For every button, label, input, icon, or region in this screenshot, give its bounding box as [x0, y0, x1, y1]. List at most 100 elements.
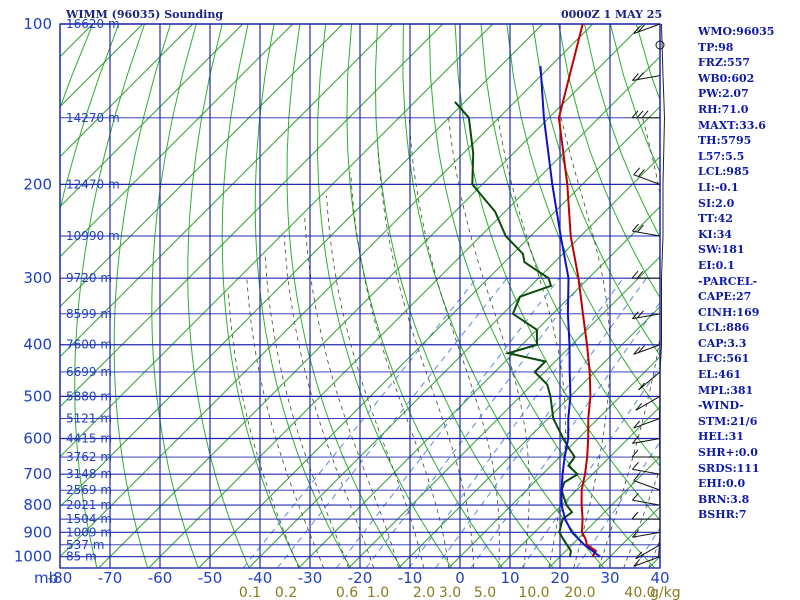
temperature-tick-label: -60: [148, 569, 173, 587]
index-row: SI:2.0: [698, 196, 735, 210]
mixing-ratio-line: [365, 277, 586, 568]
mixing-ratio-lines: [242, 277, 660, 568]
height-label: 3762 m: [66, 450, 112, 464]
wind-barb: [632, 313, 661, 320]
index-row: EI:0.1: [698, 258, 735, 272]
moist-adiabat: [408, 117, 500, 568]
index-row: HEL:31: [698, 430, 744, 444]
dry-adiabat: [558, 24, 660, 299]
pressure-label: 300: [23, 269, 52, 287]
wind-barb-flag: [633, 346, 641, 355]
dry-adiabat: [221, 24, 301, 568]
dry-adiabat: [187, 24, 250, 568]
index-row: RH:71.0: [698, 102, 749, 116]
height-label: 6699 m: [66, 365, 112, 379]
wind-barb-flag: [632, 492, 639, 501]
moist-adiabat: [598, 117, 660, 568]
dry-adiabat: [254, 24, 351, 568]
moist-adiabat: [228, 293, 300, 568]
height-label: 16620 m: [66, 17, 120, 31]
wind-barb: [632, 499, 661, 506]
index-row: FRZ:557: [698, 56, 751, 70]
moist-adiabat: [304, 216, 400, 568]
wind-barb-flag: [631, 511, 639, 520]
height-label: 12470 m: [66, 177, 120, 191]
isotherm: [98, 24, 644, 568]
isotherm: [148, 56, 660, 568]
index-row: MAXT:33.6: [698, 118, 766, 132]
isotherm: [398, 306, 660, 568]
index-row: LFC:561: [698, 352, 750, 366]
height-label: 1504 m: [66, 512, 112, 526]
station-title: WIMM (96035) Sounding: [66, 8, 224, 21]
wind-trace: [658, 23, 666, 557]
wind-barb: [633, 23, 661, 35]
moist-adiabat: [326, 195, 425, 568]
wind-barb: [632, 531, 661, 538]
mixing-ratio-line: [408, 277, 624, 568]
isotherm: [348, 256, 660, 568]
index-row: TP:98: [698, 40, 734, 54]
pressure-label: 400: [23, 336, 52, 354]
isotherm: [60, 24, 494, 458]
mixing-ratio-line: [242, 277, 478, 568]
isotherm: [548, 456, 660, 568]
isotherm: [298, 206, 660, 568]
dry-adiabats: [60, 24, 660, 568]
index-row: SHR+:0.0: [698, 446, 758, 460]
mixing-ratio-label: 0.2: [275, 585, 297, 600]
wind-barb: [638, 371, 661, 391]
wind-barb-flag: [631, 270, 639, 279]
temperature-tick-label: -70: [98, 569, 123, 587]
index-row: CAP:3.3: [698, 336, 747, 350]
wind-barb-flag: [636, 270, 644, 279]
index-row: CAPE:27: [698, 290, 752, 304]
isotherm: [498, 406, 660, 568]
mixing-ratio-label: 0.1: [239, 585, 261, 600]
temperature-tick-label: -40: [248, 569, 273, 587]
index-row: KI:34: [698, 227, 733, 241]
moist-adiabat: [350, 172, 450, 568]
temperature-tick-label: -50: [198, 569, 223, 587]
dewpoint-line: [454, 101, 580, 557]
wind-barb-flag: [638, 345, 645, 353]
index-row: SW:181: [698, 243, 745, 257]
index-row: LCL:985: [698, 165, 750, 179]
pressure-label: 700: [23, 465, 52, 483]
temperature-tick-label: -30: [298, 569, 323, 587]
wind-barb: [632, 438, 661, 444]
mixing-ratio-label: 10.0: [518, 585, 549, 600]
index-row: MPL:381: [698, 383, 754, 397]
wind-barb-flag: [631, 110, 639, 119]
mixing-ratio-line: [435, 277, 647, 568]
wind-barb-flag: [632, 462, 639, 470]
index-row: LI:-0.1: [698, 180, 739, 194]
mixing-ratio-label: 0.6: [336, 585, 358, 600]
height-label: 5880 m: [66, 389, 112, 403]
temperature-tick-label: -80: [48, 569, 73, 587]
isotherm: [448, 356, 660, 568]
dry-adiabat: [480, 24, 660, 467]
height-label: 85 m: [66, 550, 97, 564]
index-row: -WIND-: [698, 399, 744, 413]
isotherm: [60, 24, 594, 558]
index-row: PW:2.07: [698, 87, 749, 101]
wind-barb-flag: [637, 72, 644, 80]
mixing-ratio-label: 3.0: [439, 585, 461, 600]
height-label: 5121 m: [66, 411, 112, 425]
plot-frame: [59, 23, 661, 569]
isotherm: [60, 24, 394, 358]
height-label: 14270 m: [66, 111, 120, 125]
wind-calm-marker: [655, 40, 665, 50]
wind-barb-flag: [635, 551, 643, 560]
wind-barb: [635, 544, 661, 560]
wind-barb: [633, 556, 661, 567]
pressure-label: 100: [23, 15, 52, 33]
wind-barb: [633, 480, 661, 491]
wind-barb-flag: [635, 403, 643, 411]
wind-barb-flag: [638, 382, 645, 391]
mixing-ratio-unit: g/kg: [650, 585, 681, 600]
mixing-ratio-label: 20.0: [564, 585, 595, 600]
